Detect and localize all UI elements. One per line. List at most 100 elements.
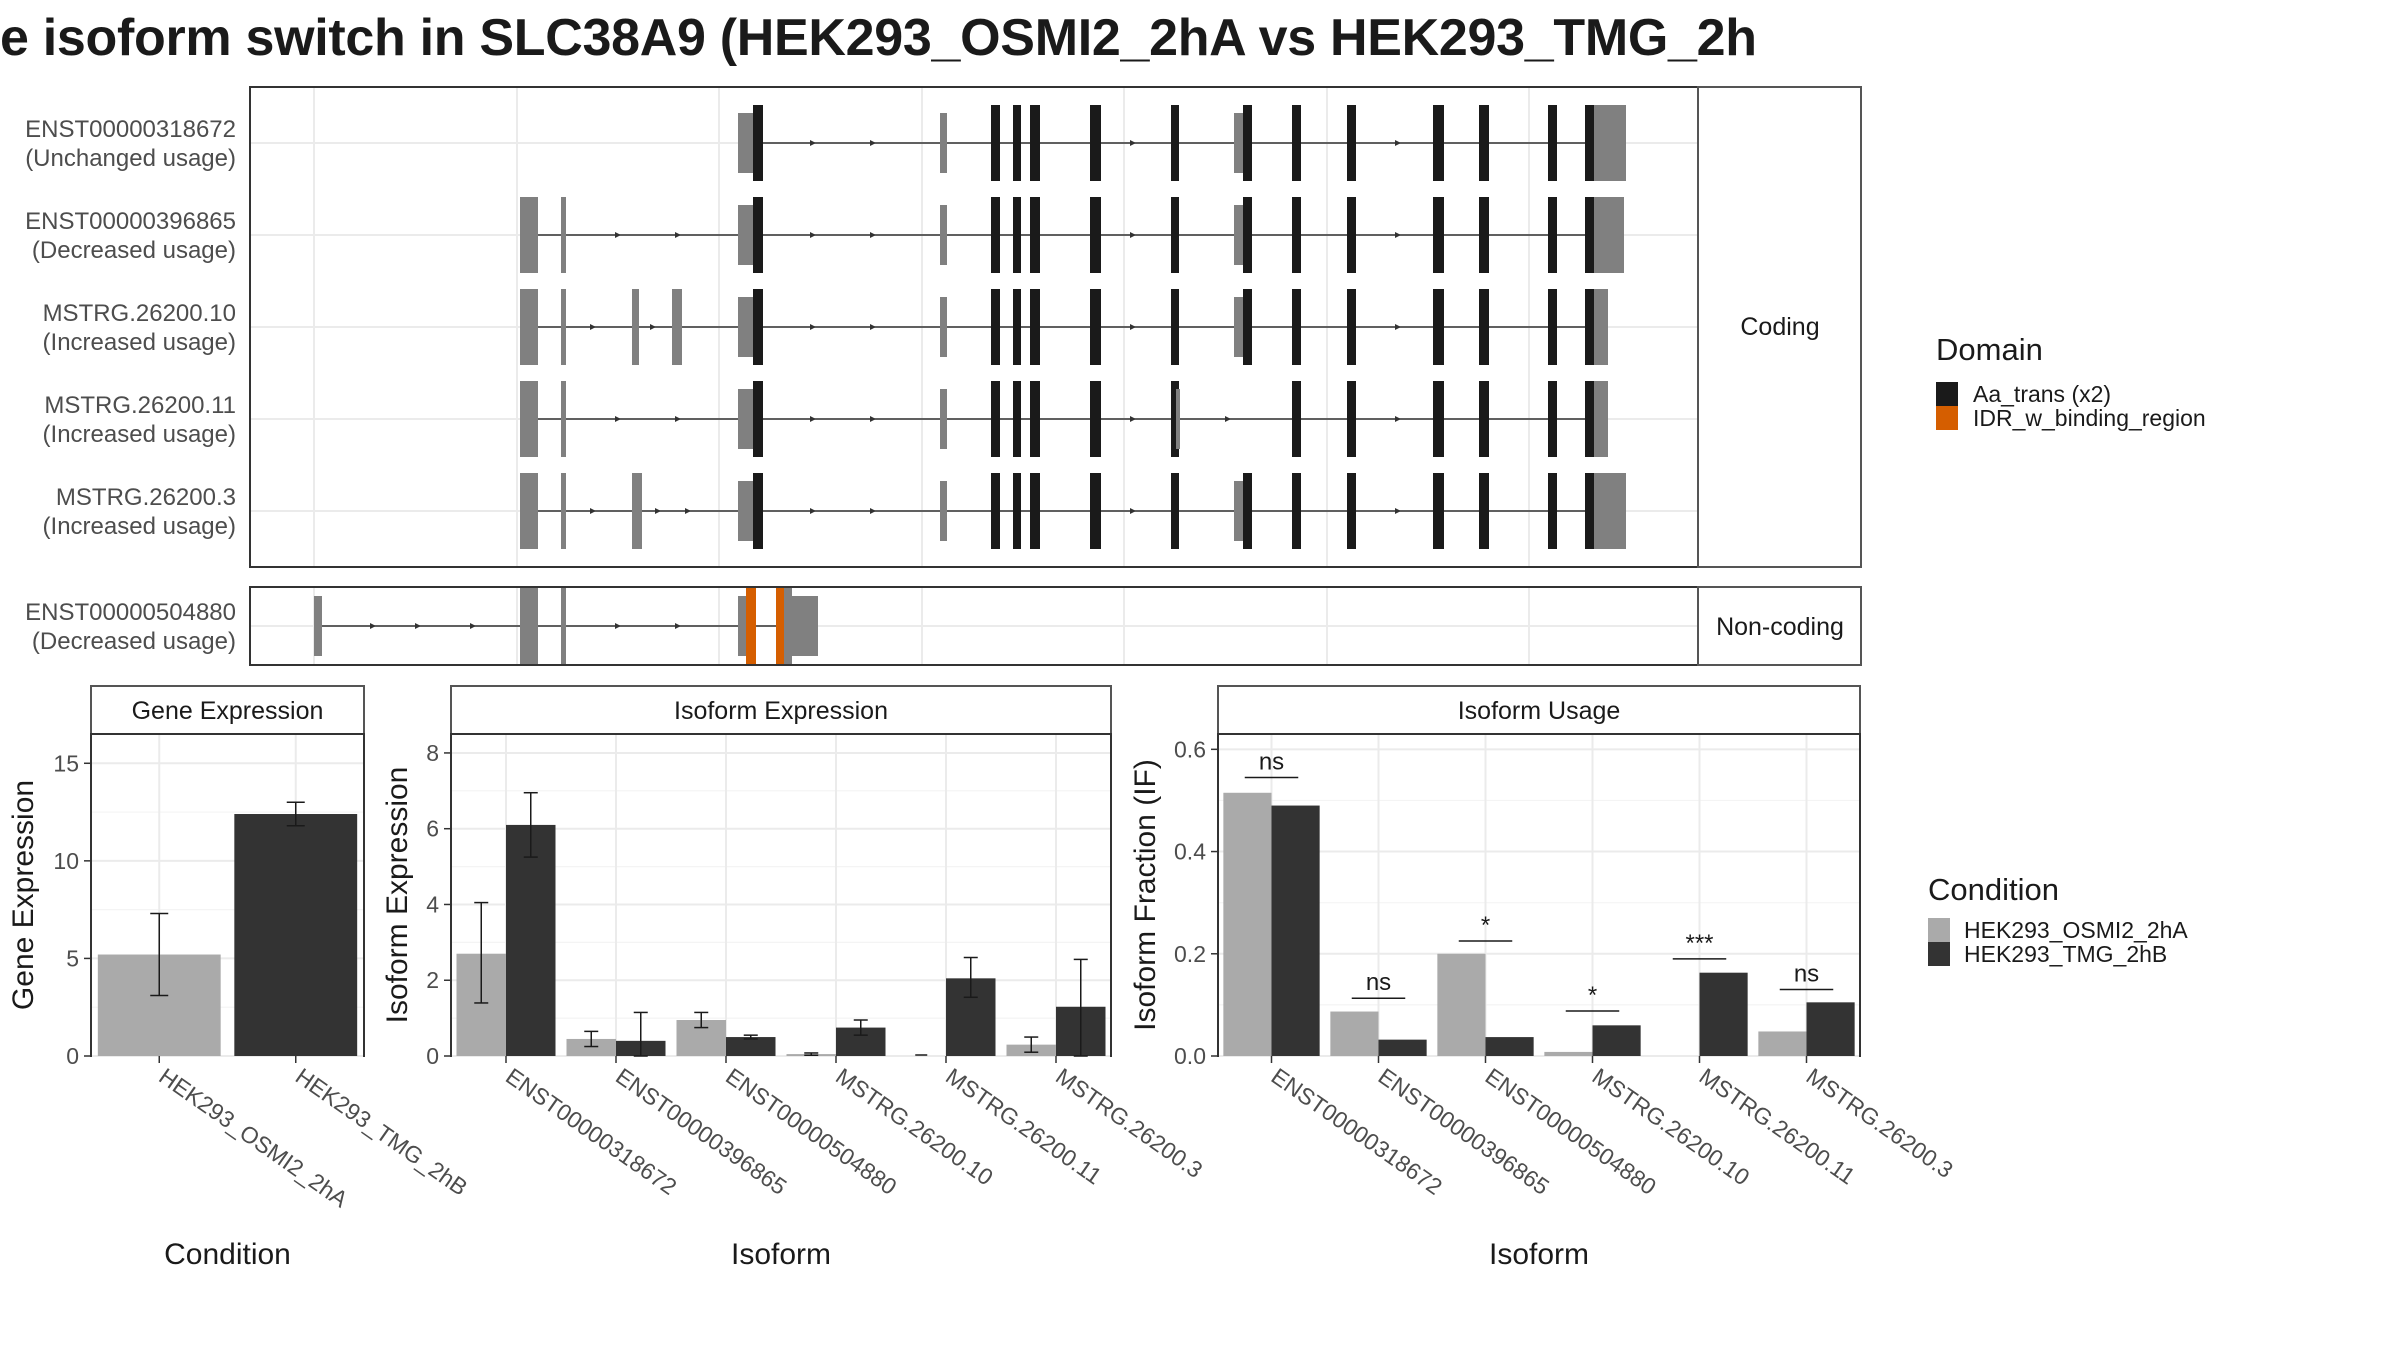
bar	[1485, 1037, 1534, 1056]
transcript-id-label: MSTRG.26200.10	[43, 300, 236, 327]
idr-domain-exon	[776, 588, 784, 664]
direction-arrow	[1395, 324, 1401, 330]
bar	[1271, 805, 1320, 1056]
domain-exon	[1347, 473, 1356, 549]
coding-panel: Coding	[249, 86, 1862, 568]
domain-exon	[1479, 289, 1489, 365]
significance-label: ns	[1259, 748, 1284, 775]
x-axis-title: Isoform	[731, 1238, 831, 1271]
x-tick-label: ENST00000396865	[1374, 1063, 1554, 1200]
domain-exon	[753, 197, 763, 273]
y-tick-label: 0.2	[1174, 941, 1206, 967]
exon	[520, 381, 538, 457]
domain-exon	[753, 381, 763, 457]
bar	[566, 1038, 616, 1056]
domain-exon	[991, 197, 1000, 273]
transcript-usage-label: (Decreased usage)	[32, 237, 236, 264]
significance-label: ***	[1685, 930, 1713, 957]
domain-exon	[991, 289, 1000, 365]
y-tick-label: 0.6	[1174, 736, 1206, 762]
coding-strip-label: Coding	[1740, 313, 1819, 341]
direction-arrow	[810, 416, 816, 422]
domain-exon	[1585, 197, 1595, 273]
coding-transcripts	[520, 105, 1626, 549]
exon	[520, 197, 538, 273]
domain-exon	[1548, 289, 1557, 365]
exon	[314, 596, 322, 656]
direction-arrow	[370, 623, 376, 629]
significance-label: *	[1588, 982, 1597, 1009]
exon	[561, 588, 566, 664]
exon	[1594, 197, 1624, 273]
domain-exon	[1433, 197, 1444, 273]
direction-arrow	[810, 140, 816, 146]
facet-title: Isoform Expression	[674, 697, 888, 725]
transcript-usage-label: (Increased usage)	[43, 421, 236, 448]
domain-exon	[1347, 381, 1356, 457]
noncoding-panel: Non-coding	[249, 586, 1862, 666]
y-tick-label: 2	[426, 967, 439, 993]
domain-exon	[1030, 197, 1040, 273]
domain-exon	[1548, 381, 1557, 457]
direction-arrow	[590, 324, 596, 330]
domain-exon	[1479, 473, 1489, 549]
domain-exon	[991, 473, 1000, 549]
x-axis-title: Isoform	[1489, 1238, 1589, 1271]
direction-arrow	[650, 324, 656, 330]
exon	[561, 381, 566, 457]
direction-arrow	[1130, 232, 1136, 238]
domain-exon	[1347, 289, 1356, 365]
bar	[1592, 1025, 1641, 1056]
transcript-id-label: MSTRG.26200.11	[44, 392, 236, 419]
domain-exon	[753, 105, 763, 181]
domain-exon	[1585, 473, 1595, 549]
figure-title: e isoform switch in SLC38A9 (HEK293_OSMI…	[0, 9, 1757, 67]
transcript-row	[738, 105, 1626, 181]
significance-label: ns	[1794, 961, 1819, 988]
domain-exon	[1090, 105, 1101, 181]
transcript-id-label: MSTRG.26200.3	[56, 484, 236, 511]
direction-arrow	[1130, 508, 1136, 514]
direction-arrow	[1130, 324, 1136, 330]
domain-exon	[1013, 473, 1021, 549]
direction-arrow	[470, 623, 476, 629]
transcript-usage-label: (Decreased usage)	[32, 628, 236, 655]
bar	[1437, 953, 1486, 1056]
legend-swatch-cond-a	[1928, 918, 1950, 942]
y-tick-label: 10	[53, 848, 79, 874]
bar	[234, 814, 358, 1056]
facet-strip	[1217, 685, 1861, 735]
domain-exon	[1171, 105, 1179, 181]
exon	[1594, 473, 1626, 549]
domain-exon	[1013, 381, 1021, 457]
y-tick-label: 0.4	[1174, 839, 1206, 865]
legend-label-cond-a: HEK293_OSMI2_2hA	[1964, 917, 2188, 943]
domain-exon	[991, 105, 1000, 181]
exon	[1594, 105, 1626, 181]
significance-label: *	[1481, 912, 1490, 939]
exon	[745, 481, 749, 541]
transcript-id-label: ENST00000504880	[25, 599, 236, 626]
exon	[940, 205, 947, 265]
exon	[520, 588, 538, 664]
exon	[1594, 289, 1608, 365]
exon	[672, 289, 682, 365]
exon	[1594, 381, 1608, 457]
bar	[1758, 1031, 1807, 1056]
domain-exon	[1433, 381, 1444, 457]
exon	[1176, 389, 1180, 449]
condition-legend: Condition HEK293_OSMI2_2hA HEK293_TMG_2h…	[1928, 872, 2188, 967]
domain-exon	[1171, 381, 1179, 457]
legend-label-cond-b: HEK293_TMG_2hB	[1964, 941, 2167, 967]
bar	[1699, 972, 1748, 1056]
domain-exon	[1243, 105, 1252, 181]
transcript-usage-label: (Unchanged usage)	[25, 145, 236, 172]
direction-arrow	[615, 623, 621, 629]
domain-exon	[1292, 473, 1301, 549]
transcript-usage-label: (Increased usage)	[43, 329, 236, 356]
direction-arrow	[1395, 232, 1401, 238]
noncoding-transcripts	[314, 588, 818, 664]
exon	[632, 473, 642, 549]
direction-arrow	[1395, 140, 1401, 146]
